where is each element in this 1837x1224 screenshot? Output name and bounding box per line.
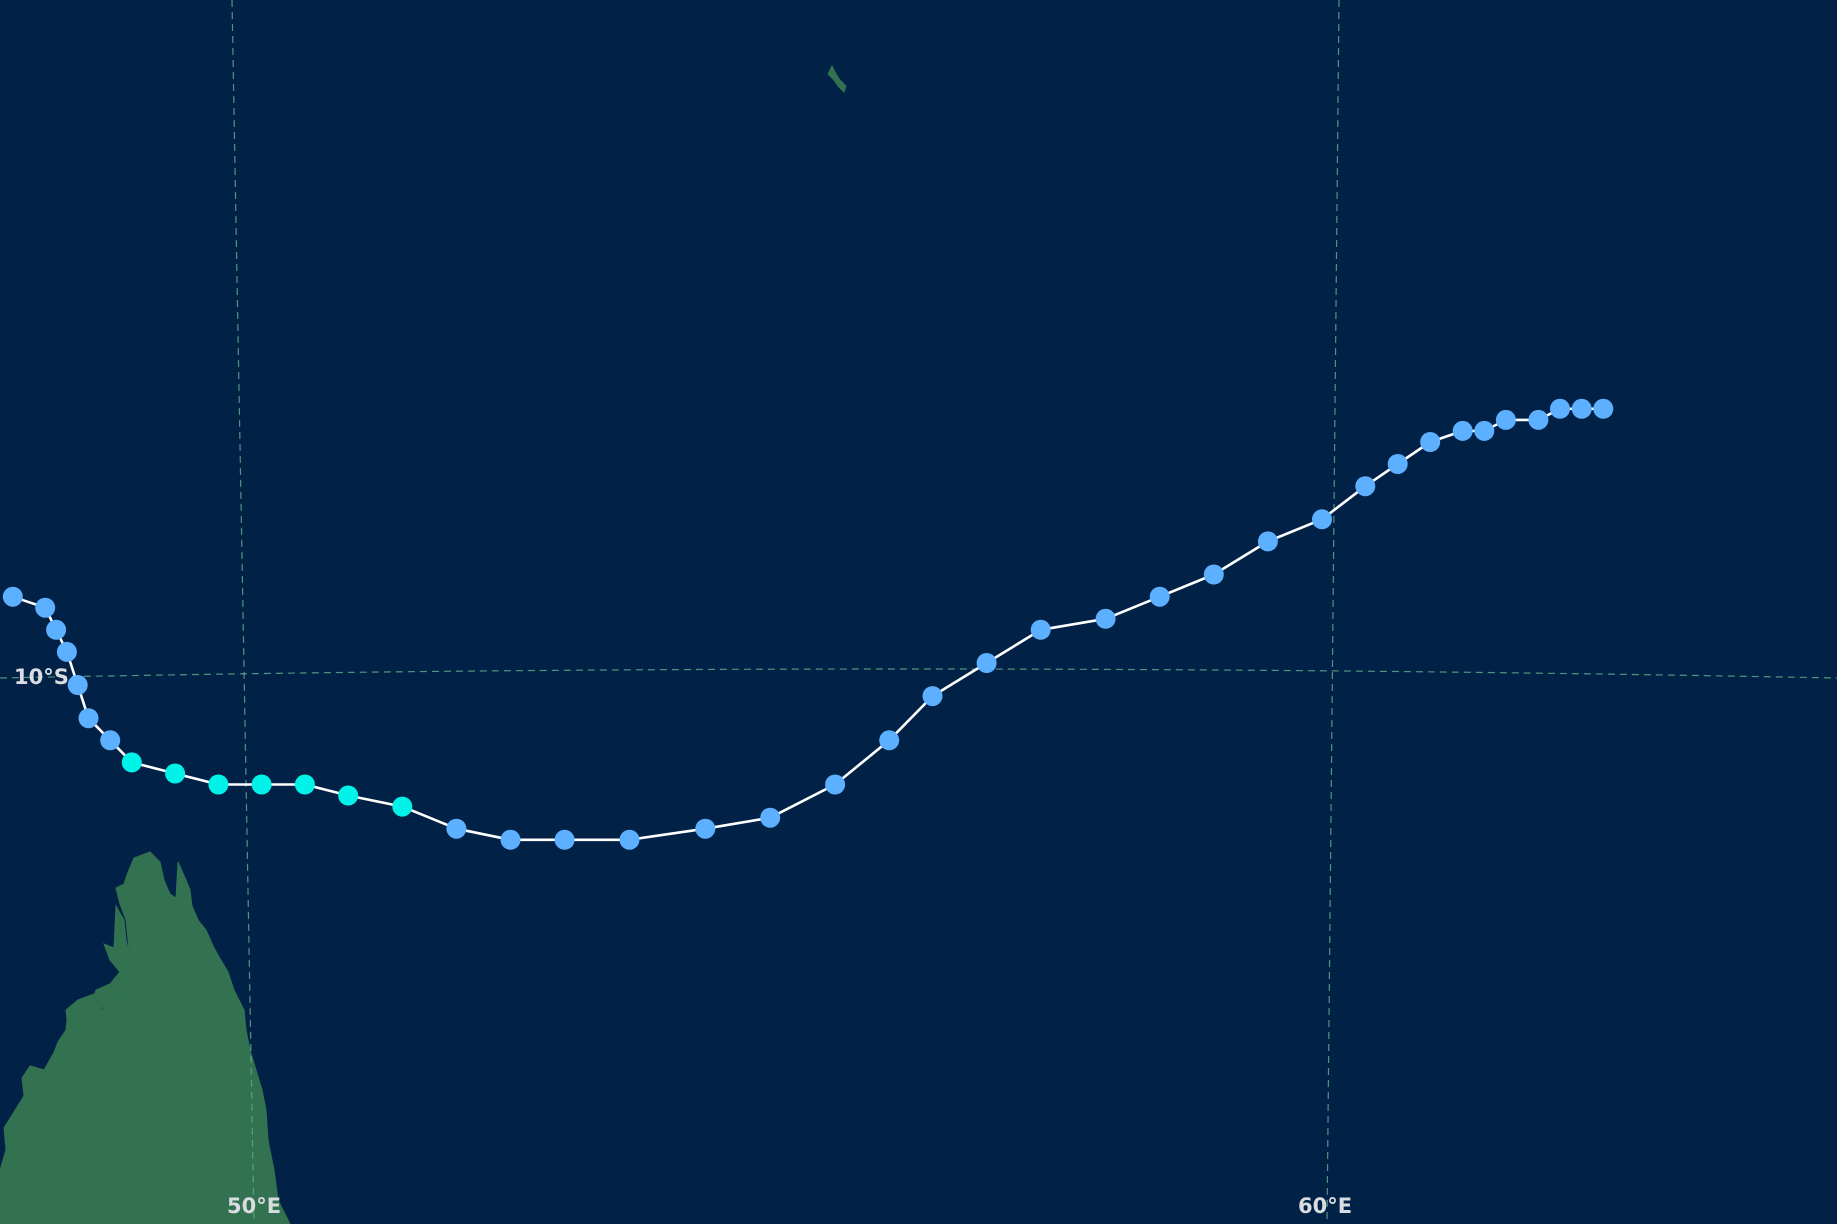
- track-point-25: [1095, 608, 1116, 629]
- track-point-3: [56, 641, 77, 662]
- gridline-10s: [0, 668, 1837, 679]
- seychelles-island: [827, 64, 847, 93]
- track-point-20: [825, 774, 846, 795]
- track-point-18: [695, 818, 716, 839]
- track-point-24: [1030, 619, 1051, 640]
- lon-label-50e: 50°E: [227, 1194, 281, 1218]
- track-point-36: [1528, 409, 1549, 430]
- track-point-29: [1312, 509, 1332, 530]
- track-point-30: [1355, 476, 1376, 497]
- track-point-35: [1495, 409, 1516, 430]
- track-point-37: [1550, 398, 1570, 419]
- track-point-11: [294, 774, 315, 795]
- track-point-12: [338, 785, 359, 806]
- track-point-15: [500, 829, 521, 850]
- track-point-32: [1420, 432, 1441, 452]
- track-point-34: [1474, 420, 1495, 441]
- track-point-26: [1149, 586, 1170, 607]
- track-point-19: [760, 807, 781, 828]
- track-point-5: [78, 708, 99, 729]
- track-point-23: [976, 653, 997, 673]
- track-point-13: [392, 796, 413, 817]
- track-point-16: [554, 829, 575, 850]
- track-point-14: [446, 818, 467, 839]
- track-point-28: [1257, 531, 1278, 552]
- track-point-27: [1203, 564, 1224, 585]
- gridline-60e: [1326, 0, 1340, 1224]
- track-point-39: [1593, 398, 1614, 419]
- track-point-10: [251, 774, 272, 795]
- lon-label-60e: 60°E: [1298, 1194, 1352, 1218]
- track-point-22: [922, 686, 943, 707]
- track-point-4: [67, 675, 88, 695]
- track-point-31: [1387, 454, 1408, 474]
- track-point-8: [165, 763, 186, 784]
- track-point-17: [619, 829, 640, 850]
- track-point-1: [35, 597, 56, 618]
- track-point-6: [100, 730, 121, 751]
- madagascar-mainland: [0, 851, 291, 1224]
- gridline-50e: [231, 0, 255, 1224]
- storm-track-line: [12, 407, 1604, 842]
- track-point-38: [1571, 398, 1592, 419]
- lat-label-10s: 10°S: [14, 665, 69, 689]
- track-point-21: [879, 730, 900, 751]
- track-point-9: [208, 774, 229, 795]
- track-point-2: [46, 619, 67, 640]
- track-point-0: [2, 586, 23, 607]
- track-point-7: [121, 752, 142, 773]
- track-point-33: [1452, 420, 1473, 441]
- storm-track-points: [2, 398, 1614, 850]
